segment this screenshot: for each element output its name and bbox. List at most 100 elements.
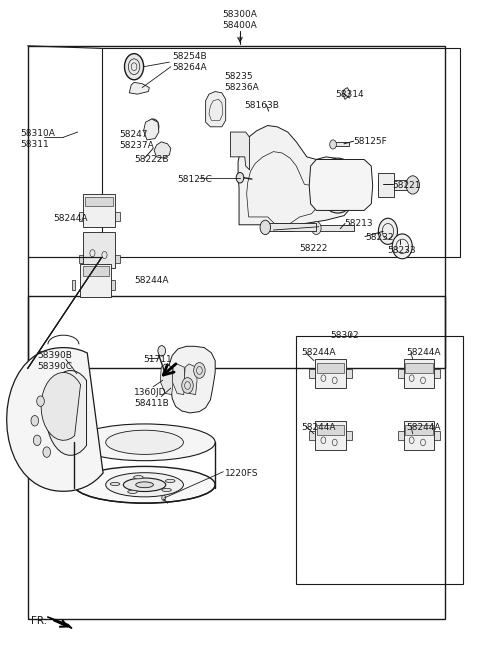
- Polygon shape: [41, 373, 81, 440]
- Ellipse shape: [166, 480, 175, 483]
- Text: 58233: 58233: [387, 247, 416, 255]
- Bar: [102, 49, 459, 257]
- Ellipse shape: [74, 424, 215, 461]
- Polygon shape: [172, 364, 185, 395]
- Bar: [28, 296, 445, 619]
- Bar: [296, 336, 463, 584]
- Text: 58244A: 58244A: [301, 422, 336, 432]
- Text: 58125C: 58125C: [177, 174, 212, 184]
- Circle shape: [31, 415, 38, 426]
- Circle shape: [260, 220, 271, 235]
- Circle shape: [194, 363, 205, 379]
- Polygon shape: [115, 255, 120, 263]
- Bar: [406, 363, 432, 373]
- Polygon shape: [46, 371, 86, 455]
- Polygon shape: [336, 142, 349, 146]
- Bar: [317, 363, 344, 373]
- Bar: [83, 194, 115, 227]
- Text: 58244A: 58244A: [406, 348, 441, 358]
- Ellipse shape: [133, 476, 143, 479]
- Circle shape: [34, 435, 41, 445]
- Polygon shape: [7, 348, 103, 491]
- Circle shape: [236, 173, 244, 183]
- Text: 58244A: 58244A: [406, 422, 441, 432]
- Polygon shape: [310, 432, 315, 440]
- Polygon shape: [160, 364, 173, 395]
- Ellipse shape: [106, 473, 183, 497]
- Text: 58244A: 58244A: [301, 348, 336, 358]
- Ellipse shape: [162, 488, 171, 491]
- Text: 58125F: 58125F: [354, 137, 387, 146]
- Ellipse shape: [110, 482, 120, 485]
- Circle shape: [312, 222, 321, 235]
- Text: 58247
58237A: 58247 58237A: [120, 130, 155, 150]
- Bar: [317, 424, 344, 435]
- Text: 58222B: 58222B: [134, 155, 168, 164]
- Text: 51711: 51711: [144, 355, 172, 364]
- Polygon shape: [184, 364, 197, 395]
- Text: 1360JD
58411B: 1360JD 58411B: [134, 388, 169, 408]
- Polygon shape: [79, 255, 83, 263]
- Polygon shape: [268, 224, 316, 232]
- Text: FR.: FR.: [31, 615, 47, 626]
- Circle shape: [124, 54, 144, 80]
- Polygon shape: [238, 125, 356, 232]
- Circle shape: [162, 495, 166, 501]
- Circle shape: [182, 378, 193, 394]
- Text: 1220FS: 1220FS: [225, 468, 258, 478]
- Polygon shape: [111, 280, 115, 290]
- Text: 58235
58236A: 58235 58236A: [225, 72, 260, 92]
- Polygon shape: [434, 432, 440, 440]
- Ellipse shape: [392, 234, 412, 258]
- Bar: [315, 421, 346, 450]
- Bar: [404, 421, 434, 450]
- Ellipse shape: [128, 490, 137, 493]
- Polygon shape: [230, 132, 250, 170]
- Circle shape: [147, 119, 159, 134]
- Text: 58221: 58221: [393, 181, 421, 190]
- Circle shape: [378, 218, 397, 245]
- Text: 58314: 58314: [336, 90, 364, 98]
- Ellipse shape: [123, 478, 166, 491]
- Polygon shape: [144, 119, 159, 140]
- Text: 58213: 58213: [344, 219, 372, 228]
- Circle shape: [318, 158, 358, 213]
- Polygon shape: [205, 92, 226, 127]
- Bar: [85, 197, 113, 206]
- Polygon shape: [79, 212, 83, 221]
- Circle shape: [330, 140, 336, 149]
- Ellipse shape: [136, 482, 154, 487]
- Polygon shape: [115, 212, 120, 221]
- Text: 58390B
58390C: 58390B 58390C: [37, 350, 72, 371]
- Text: 58232: 58232: [365, 234, 394, 242]
- Text: 58163B: 58163B: [245, 102, 280, 110]
- Ellipse shape: [74, 466, 215, 503]
- Text: 58244A: 58244A: [53, 215, 87, 224]
- Polygon shape: [154, 142, 171, 158]
- Polygon shape: [378, 180, 409, 190]
- Polygon shape: [346, 432, 352, 440]
- Polygon shape: [434, 369, 440, 378]
- Polygon shape: [378, 173, 394, 197]
- Polygon shape: [343, 88, 350, 99]
- Bar: [80, 264, 111, 297]
- Text: 58222: 58222: [300, 244, 328, 253]
- Polygon shape: [309, 159, 372, 211]
- Bar: [406, 424, 432, 435]
- Circle shape: [406, 176, 420, 194]
- Bar: [404, 359, 434, 388]
- Bar: [315, 359, 346, 388]
- Polygon shape: [310, 369, 315, 378]
- Text: 58254B
58264A: 58254B 58264A: [172, 52, 207, 72]
- Bar: [28, 46, 445, 369]
- Text: 58244A: 58244A: [134, 276, 168, 285]
- Circle shape: [36, 396, 44, 406]
- Polygon shape: [169, 346, 215, 413]
- Text: 58310A
58311: 58310A 58311: [21, 129, 55, 149]
- Polygon shape: [320, 225, 354, 232]
- Polygon shape: [47, 617, 72, 628]
- Bar: [83, 232, 115, 268]
- Ellipse shape: [106, 430, 183, 455]
- Polygon shape: [129, 83, 149, 94]
- Circle shape: [43, 447, 50, 457]
